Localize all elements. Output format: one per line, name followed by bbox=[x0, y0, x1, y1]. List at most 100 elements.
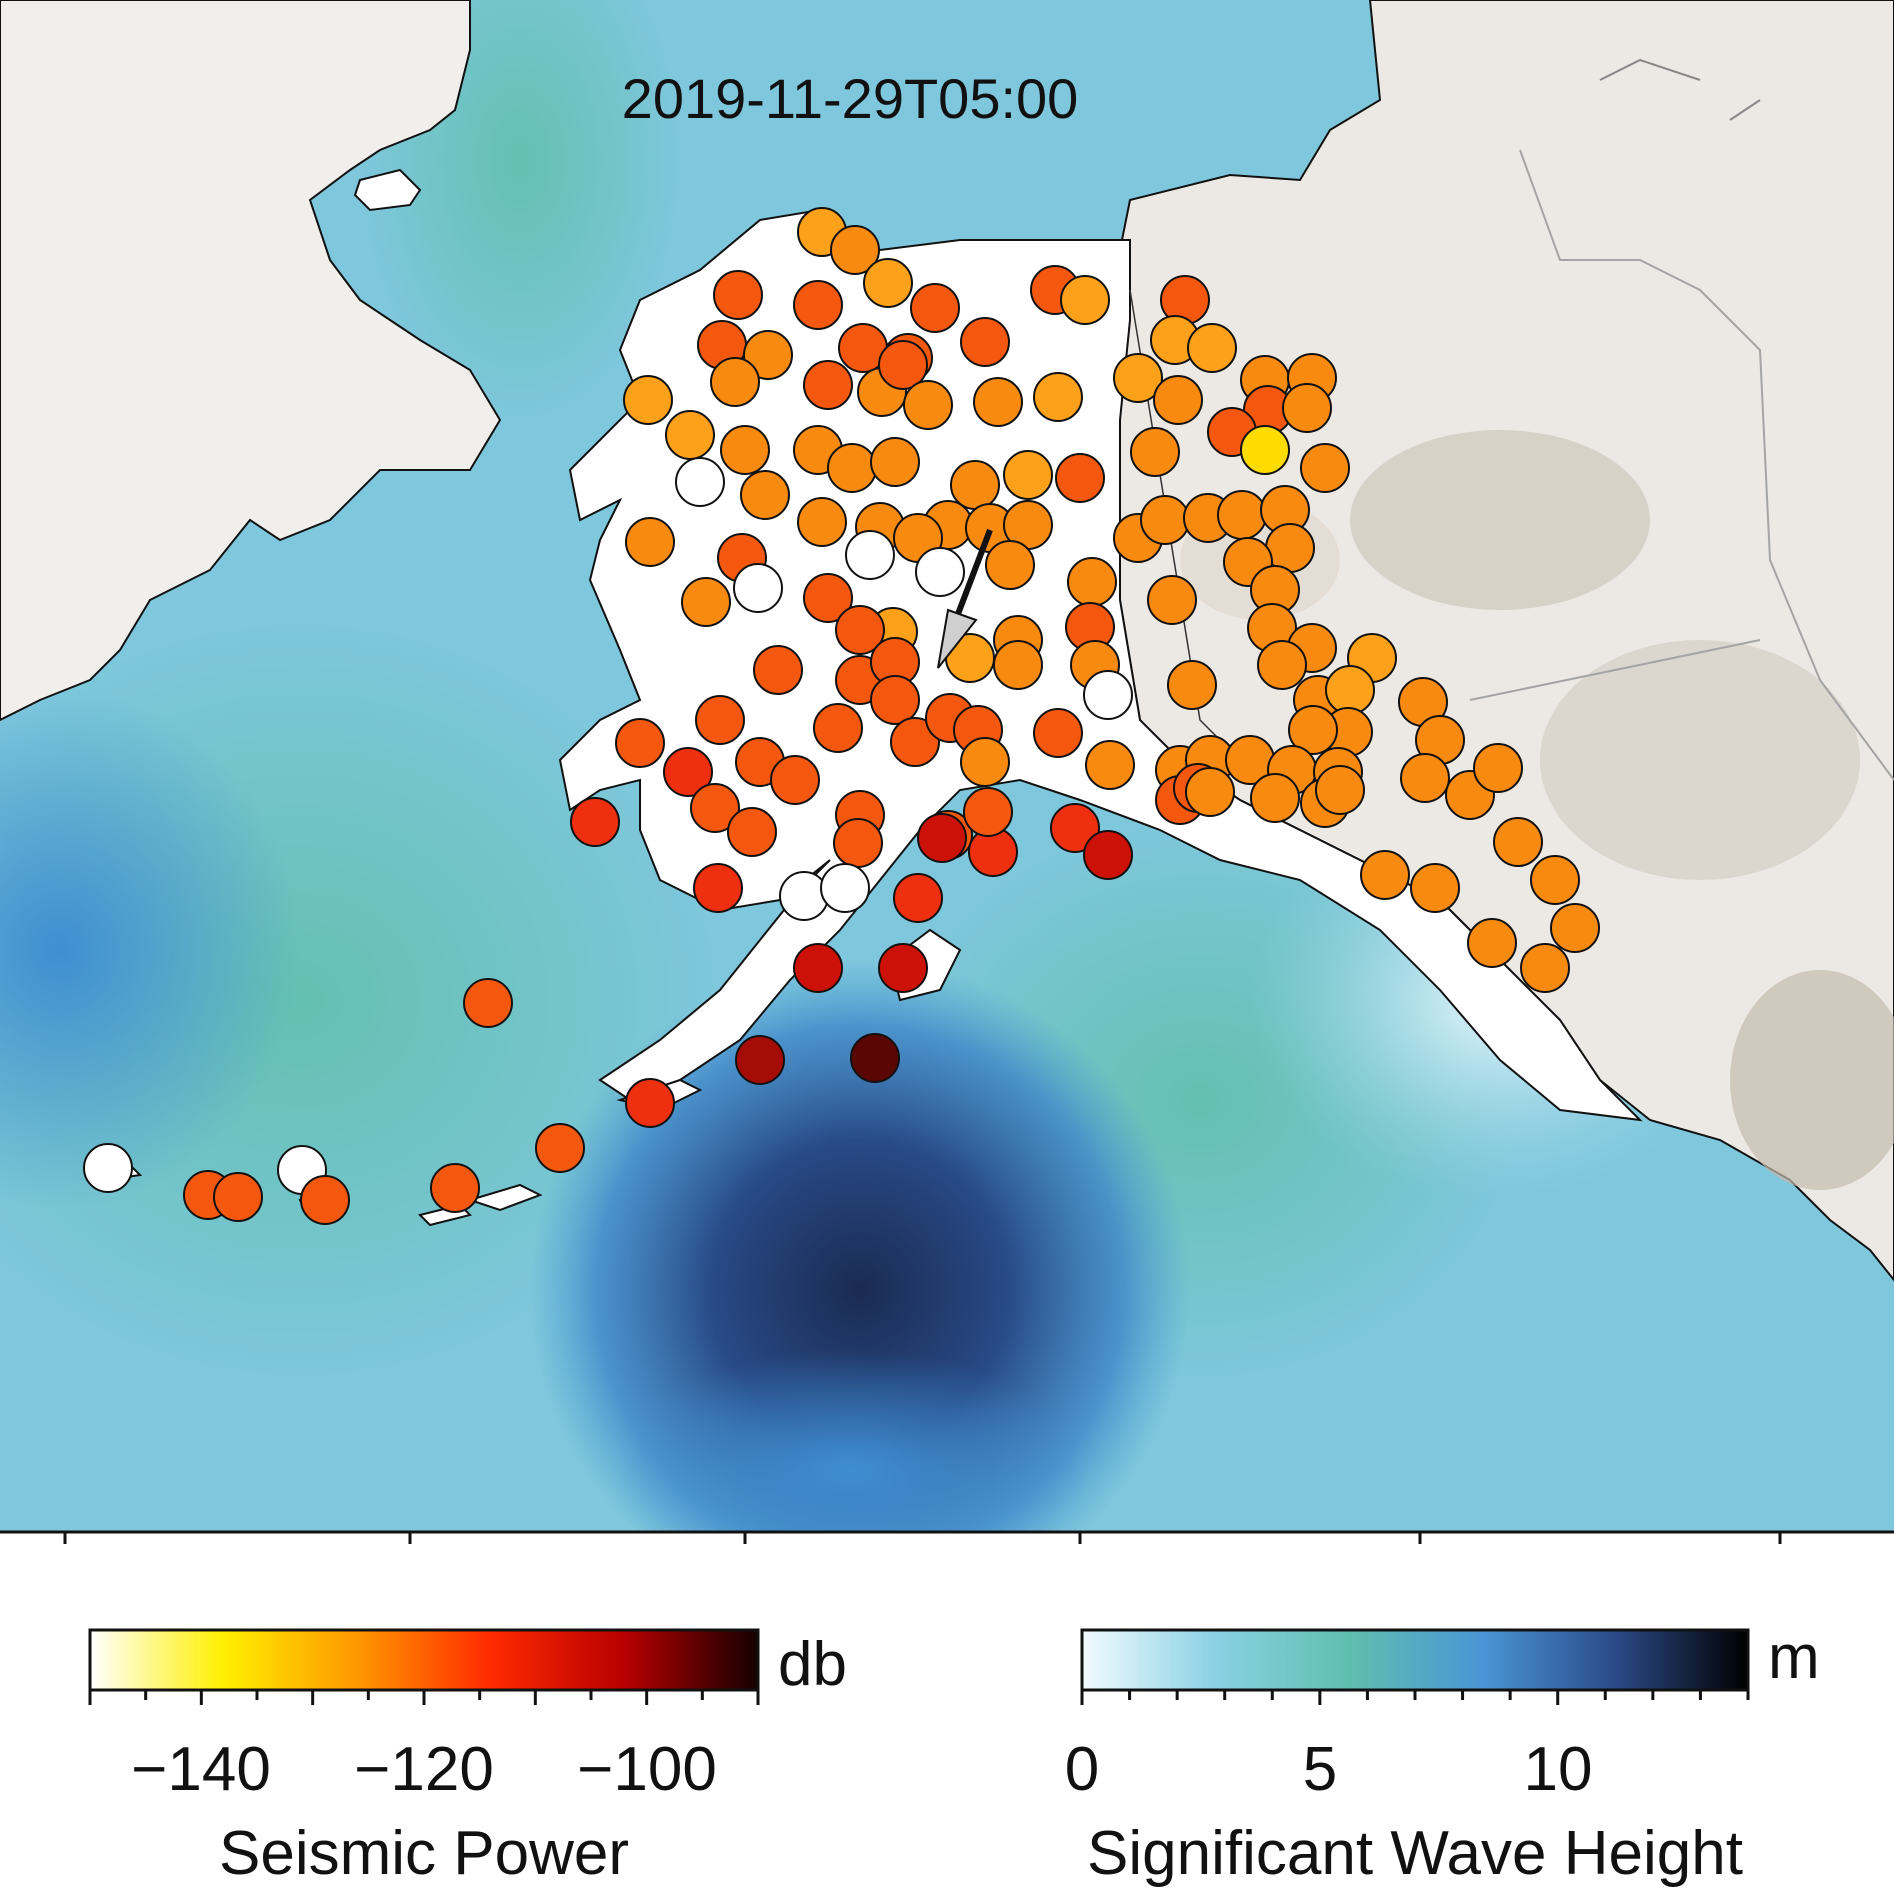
station-marker bbox=[813, 703, 863, 753]
station-marker bbox=[803, 573, 853, 623]
station-marker bbox=[727, 807, 777, 857]
station-marker bbox=[690, 783, 740, 833]
station-marker bbox=[1288, 705, 1338, 755]
station-marker bbox=[960, 737, 1010, 787]
station-marker bbox=[733, 563, 783, 613]
station-marker bbox=[1325, 665, 1375, 715]
station-marker bbox=[985, 540, 1035, 590]
wave-tick-label: 10 bbox=[1524, 1735, 1593, 1804]
map-timestamp: 2019-11-29T05:00 bbox=[622, 67, 1079, 130]
station-marker bbox=[993, 640, 1043, 690]
seismic-colorbar-unit: db bbox=[778, 1630, 847, 1699]
wave-colorbar-title: Significant Wave Height bbox=[1087, 1819, 1743, 1888]
station-marker bbox=[797, 497, 847, 547]
station-marker bbox=[1083, 670, 1133, 720]
seismic-tick-label: −140 bbox=[131, 1735, 271, 1804]
station-marker bbox=[1050, 803, 1100, 853]
station-marker bbox=[1140, 495, 1190, 545]
station-marker bbox=[870, 675, 920, 725]
station-marker bbox=[695, 695, 745, 745]
canada-border bbox=[1469, 149, 1894, 781]
station-marker bbox=[720, 425, 770, 475]
station-marker bbox=[1003, 450, 1053, 500]
direction-arrow bbox=[937, 528, 993, 669]
station-marker bbox=[663, 747, 713, 797]
station-marker bbox=[83, 1143, 133, 1193]
station-marker bbox=[1033, 372, 1083, 422]
station-marker bbox=[793, 943, 843, 993]
station-marker bbox=[1083, 830, 1133, 880]
station-marker bbox=[910, 283, 960, 333]
station-marker bbox=[830, 225, 880, 275]
station-marker bbox=[675, 457, 725, 507]
station-marker bbox=[1550, 903, 1600, 953]
seismic-tick-label: −120 bbox=[354, 1735, 494, 1804]
wave-tick-label: 0 bbox=[1065, 1735, 1099, 1804]
station-marker bbox=[1153, 375, 1203, 425]
station-marker bbox=[1265, 523, 1315, 573]
station-marker bbox=[1113, 353, 1163, 403]
station-marker bbox=[1400, 753, 1450, 803]
station-marker bbox=[1033, 708, 1083, 758]
station-marker bbox=[665, 410, 715, 460]
station-marker bbox=[693, 863, 743, 913]
station-marker bbox=[1300, 443, 1350, 493]
station-marker bbox=[917, 813, 967, 863]
station-marker bbox=[430, 1163, 480, 1213]
station-marker bbox=[710, 357, 760, 407]
station-marker bbox=[1315, 765, 1365, 815]
station-marker bbox=[1130, 427, 1180, 477]
station-marker bbox=[1467, 918, 1517, 968]
station-marker bbox=[870, 437, 920, 487]
station-marker bbox=[779, 871, 829, 921]
station-marker bbox=[1147, 575, 1197, 625]
station-marker bbox=[915, 547, 965, 597]
station-marker bbox=[735, 1035, 785, 1085]
station-marker bbox=[1067, 557, 1117, 607]
station-marker bbox=[1167, 660, 1217, 710]
station-marker bbox=[300, 1175, 350, 1225]
seismic-colorbar-bar bbox=[88, 1628, 760, 1692]
station-marker bbox=[713, 270, 763, 320]
station-marker bbox=[878, 340, 928, 390]
station-marker bbox=[753, 645, 803, 695]
station-marker bbox=[1360, 850, 1410, 900]
station-marker bbox=[893, 873, 943, 923]
wave-colorbar-bar bbox=[1080, 1628, 1750, 1692]
station-marker bbox=[1282, 383, 1332, 433]
station-marker bbox=[623, 375, 673, 425]
station-marker bbox=[1530, 855, 1580, 905]
station-marker bbox=[770, 755, 820, 805]
wave-colorbar: 0 5 10 m Significant Wave Height bbox=[1065, 1623, 1820, 1888]
seismic-tick-label: −100 bbox=[577, 1735, 717, 1804]
russia-land bbox=[0, 0, 502, 722]
seismic-colorbar-title: Seismic Power bbox=[219, 1819, 629, 1888]
station-marker bbox=[835, 605, 885, 655]
station-marker bbox=[463, 978, 513, 1028]
station-marker bbox=[625, 517, 675, 567]
station-marker bbox=[743, 330, 793, 380]
station-marker bbox=[827, 443, 877, 493]
station-marker bbox=[863, 258, 913, 308]
station-marker bbox=[833, 818, 883, 868]
station-marker bbox=[1055, 453, 1105, 503]
station-marker bbox=[535, 1123, 585, 1173]
map-frame-ticks bbox=[63, 1532, 1782, 1544]
station-marker bbox=[793, 280, 843, 330]
station-marker bbox=[960, 317, 1010, 367]
station-marker bbox=[1185, 767, 1235, 817]
station-marker bbox=[820, 863, 870, 913]
station-marker bbox=[681, 577, 731, 627]
st-lawrence-island bbox=[353, 168, 422, 212]
station-marker bbox=[903, 380, 953, 430]
station-marker bbox=[963, 787, 1013, 837]
station-marker bbox=[570, 797, 620, 847]
station-marker bbox=[625, 1078, 675, 1128]
station-marker bbox=[1250, 773, 1300, 823]
station-marker bbox=[890, 717, 940, 767]
station-marker bbox=[1410, 863, 1460, 913]
station-marker bbox=[1257, 640, 1307, 690]
station-marker bbox=[1520, 943, 1570, 993]
station-marker bbox=[845, 530, 895, 580]
